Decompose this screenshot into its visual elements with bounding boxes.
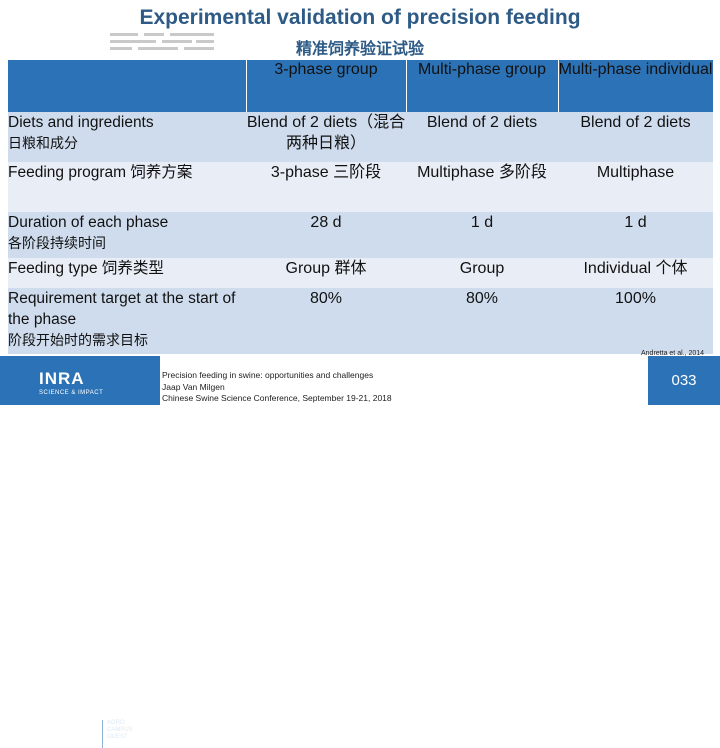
partner-logo: AGRO CAMPUS OUEST (102, 720, 142, 748)
footer-line-3: Chinese Swine Science Conference, Septem… (162, 393, 392, 403)
table-cell: 1 d (558, 212, 713, 258)
globe-icon (10, 724, 32, 746)
table-cell: Blend of 2 diets（混合两种日粮） (246, 112, 406, 162)
slide-title: Experimental validation of precision fee… (139, 6, 581, 29)
row-label: Requirement target at the start of the p… (8, 288, 246, 354)
table-cell: 1 d (406, 212, 558, 258)
row-label-en: Feeding program 饲养方案 (8, 164, 193, 181)
slide-subtitle: 精准饲养验证试验 (295, 41, 424, 58)
row-label: Duration of each phase 各阶段持续时间 (8, 212, 246, 258)
table-cell: 80% (406, 288, 558, 354)
row-label-en: Requirement target at the start of the p… (8, 290, 236, 328)
table-row: Feeding type 饲养类型 Group 群体 Group Individ… (8, 258, 713, 288)
inra-logo-text: INRA (39, 369, 85, 388)
table-cell: Multiphase (558, 162, 713, 212)
row-label-en: Duration of each phase (8, 214, 169, 231)
table-row: Duration of each phase 各阶段持续时间 28 d 1 d … (8, 212, 713, 258)
table-cell: Group (406, 258, 558, 288)
page-number: 033 (648, 356, 720, 405)
table-cell: Multiphase 多阶段 (406, 162, 558, 212)
table-row: Diets and ingredients 日粮和成分 Blend of 2 d… (8, 112, 713, 162)
decorative-stripes (110, 27, 214, 55)
comparison-table: 3-phase group Multi-phase group Multi-ph… (8, 60, 714, 354)
citation: Andretta et al., 2014 (641, 350, 705, 357)
table-cell: Group 群体 (246, 258, 406, 288)
table-cell: 100% (558, 288, 713, 354)
header-3-phase-group: 3-phase group (246, 60, 407, 112)
row-label: Feeding program 饲养方案 (8, 162, 246, 212)
row-label-en: Feeding type 饲养类型 (8, 260, 164, 277)
footer-text: Precision feeding in swine: opportunitie… (162, 370, 392, 405)
header-multi-phase-group: Multi-phase group (406, 60, 559, 112)
table-header-row: 3-phase group Multi-phase group Multi-ph… (8, 60, 714, 112)
table-cell: 80% (246, 288, 406, 354)
header-multi-phase-individual: Multi-phase individual (558, 60, 714, 112)
row-label-en: Diets and ingredients (8, 114, 154, 131)
table-cell: Individual 个体 (558, 258, 713, 288)
table-row: Requirement target at the start of the p… (8, 288, 713, 354)
row-label-zh: 日粮和成分 (8, 135, 78, 151)
table-cell: 28 d (246, 212, 406, 258)
table-row: Feeding program 饲养方案 3-phase 三阶段 Multiph… (8, 162, 713, 212)
row-label-zh: 阶段开始时的需求目标 (8, 332, 148, 348)
inra-logo-subtext: SCIENCE & IMPACT (39, 390, 104, 396)
row-label: Feeding type 饲养类型 (8, 258, 246, 288)
row-label: Diets and ingredients 日粮和成分 (8, 112, 246, 162)
table-cell: 3-phase 三阶段 (246, 162, 406, 212)
footer-line-2: Jaap Van Milgen (162, 381, 225, 392)
footer-line-1: Precision feeding in swine: opportunitie… (162, 370, 374, 380)
row-label-zh: 各阶段持续时间 (8, 235, 106, 251)
table-cell: Blend of 2 diets (406, 112, 558, 162)
table-cell: Blend of 2 diets (558, 112, 713, 162)
header-blank (8, 60, 247, 112)
